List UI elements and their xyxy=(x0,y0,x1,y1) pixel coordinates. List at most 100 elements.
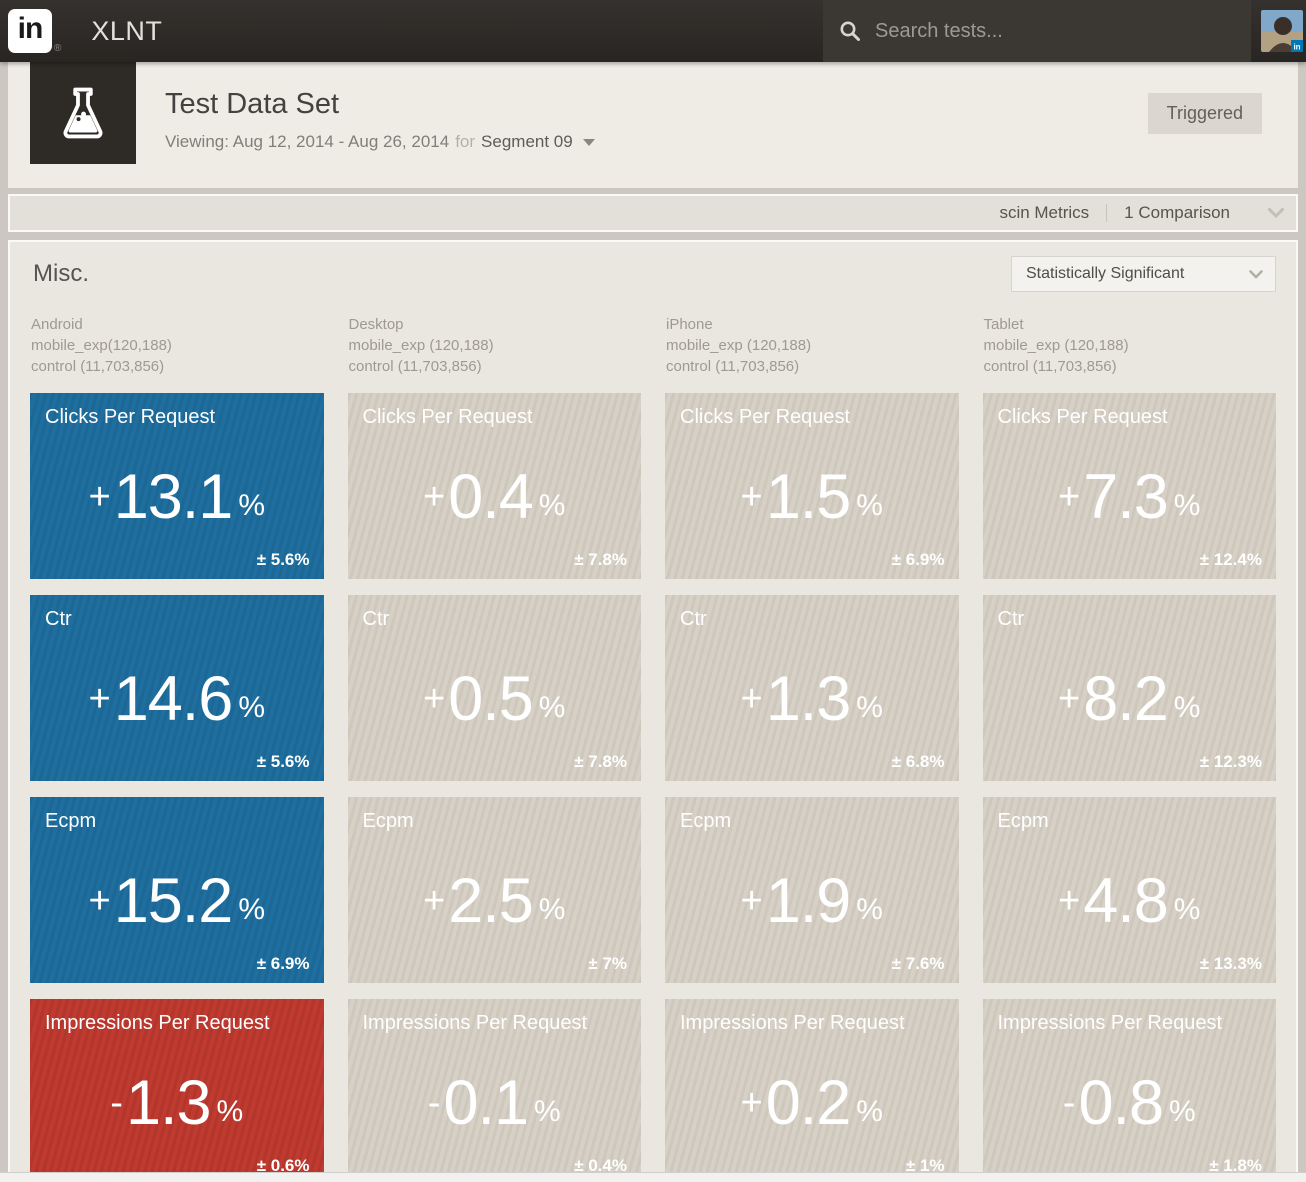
value-percent: % xyxy=(856,1095,883,1128)
value-sign: + xyxy=(740,678,763,720)
card-title: Ctr xyxy=(680,608,707,630)
value-sign: + xyxy=(423,880,446,922)
card-ctr-iphone[interactable]: Ctr +1.3% ± 6.8% xyxy=(665,595,959,781)
card-error-margin: ± 7% xyxy=(588,954,627,973)
bottom-scrollbar-track[interactable] xyxy=(0,1172,1306,1182)
card-impressions-per-request-tablet[interactable]: Impressions Per Request -0.8% ± 1.8% xyxy=(982,999,1277,1182)
section-title: Misc. xyxy=(33,260,89,287)
card-title: Ecpm xyxy=(45,810,97,832)
dropdown-chevron-icon xyxy=(1249,269,1263,279)
card-title: Ecpm xyxy=(997,810,1049,832)
metrics-count-label: scin Metrics xyxy=(999,203,1090,222)
value-number: 8.2 xyxy=(1083,663,1169,734)
card-value: +1.5% xyxy=(665,415,959,579)
card-value: +4.8% xyxy=(983,819,1277,983)
card-clicks-per-request-tablet[interactable]: Clicks Per Request +7.3% ± 12.4% xyxy=(982,393,1276,579)
value-number: 0.1 xyxy=(443,1067,529,1138)
card-ctr-desktop[interactable]: Ctr +0.5% ± 7.8% xyxy=(347,595,641,781)
value-percent: % xyxy=(238,893,265,926)
card-ecpm-tablet[interactable]: Ecpm +4.8% ± 13.3% xyxy=(982,797,1277,983)
card-ecpm-iphone[interactable]: Ecpm +1.9% ± 7.6% xyxy=(665,797,959,983)
card-value: -0.8% xyxy=(983,1021,1277,1182)
column-name: Desktop xyxy=(348,316,404,333)
search-input[interactable] xyxy=(875,19,1235,43)
column-control: control (11,703,856) xyxy=(31,358,165,375)
column-header-iphone: iPhone mobile_exp (120,188) control (11,… xyxy=(665,314,959,377)
value-sign: + xyxy=(740,1082,763,1124)
triggered-status-button[interactable]: Triggered xyxy=(1147,93,1262,134)
card-ctr-android[interactable]: Ctr +14.6% ± 5.6% xyxy=(30,595,324,781)
column-experiment: mobile_exp (120,188) xyxy=(348,337,494,354)
card-error-margin: ± 5.6% xyxy=(256,752,310,771)
value-percent: % xyxy=(856,691,883,724)
card-error-margin: ± 0.6% xyxy=(256,1156,310,1175)
segment-caret-icon[interactable] xyxy=(582,138,595,146)
card-title: Clicks Per Request xyxy=(997,406,1168,428)
value-sign: + xyxy=(1058,880,1081,922)
card-value: +0.4% xyxy=(348,415,642,579)
card-error-margin: ± 7.6% xyxy=(891,954,945,973)
card-impressions-per-request-desktop[interactable]: Impressions Per Request -0.1% ± 0.4% xyxy=(347,999,641,1182)
comparison-count-label: 1 Comparison xyxy=(1124,203,1230,222)
card-impressions-per-request-iphone[interactable]: Impressions Per Request +0.2% ± 1% xyxy=(665,999,959,1182)
value-number: 1.9 xyxy=(765,865,852,936)
card-clicks-per-request-android[interactable]: Clicks Per Request +13.1% ± 5.6% xyxy=(30,393,324,579)
column-control: control (11,703,856) xyxy=(666,358,800,375)
page-title: Test Data Set xyxy=(165,88,340,120)
column-header-desktop: Desktop mobile_exp (120,188) control (11… xyxy=(348,314,642,377)
value-number: 4.8 xyxy=(1083,865,1169,936)
value-number: 0.4 xyxy=(448,461,534,532)
value-percent: % xyxy=(216,1095,244,1128)
value-percent: % xyxy=(1173,489,1201,522)
card-ctr-tablet[interactable]: Ctr +8.2% ± 12.3% xyxy=(982,595,1276,781)
value-sign: + xyxy=(423,678,446,720)
value-sign: + xyxy=(740,880,763,922)
card-value: +15.2% xyxy=(30,819,324,983)
value-number: 0.2 xyxy=(765,1067,852,1138)
value-sign: - xyxy=(110,1082,123,1124)
card-title: Clicks Per Request xyxy=(362,406,533,428)
column-control: control (11,703,856) xyxy=(983,358,1117,375)
viewing-info: Viewing: Aug 12, 2014 - Aug 26, 2014 for… xyxy=(165,132,1298,152)
column-experiment: mobile_exp (120,188) xyxy=(983,337,1129,354)
value-sign: + xyxy=(88,476,111,518)
linkedin-logo-icon[interactable]: in xyxy=(8,9,52,53)
app-brand[interactable]: XLNT xyxy=(91,15,163,46)
card-error-margin: ± 12.4% xyxy=(1199,550,1262,569)
card-clicks-per-request-iphone[interactable]: Clicks Per Request +1.5% ± 6.9% xyxy=(665,393,959,579)
column-experiment: mobile_exp (120,188) xyxy=(666,337,812,354)
test-header: Test Data Set Viewing: Aug 12, 2014 - Au… xyxy=(8,62,1298,188)
card-title: Impressions Per Request xyxy=(997,1012,1223,1034)
value-sign: + xyxy=(423,476,446,518)
flask-icon xyxy=(30,62,136,164)
metrics-comparison-bar[interactable]: scin Metrics 1 Comparison xyxy=(8,194,1298,232)
card-clicks-per-request-desktop[interactable]: Clicks Per Request +0.4% ± 7.8% xyxy=(347,393,642,579)
card-ecpm-android[interactable]: Ecpm +15.2% ± 6.9% xyxy=(30,797,324,983)
card-title: Clicks Per Request xyxy=(45,406,216,428)
card-title: Ctr xyxy=(45,608,72,630)
expand-chevron-icon[interactable] xyxy=(1268,208,1284,218)
filter-selected-value: Statistically Significant xyxy=(1026,265,1185,282)
value-sign: + xyxy=(88,880,111,922)
card-value: +14.6% xyxy=(30,617,324,781)
value-number: 15.2 xyxy=(113,865,234,936)
card-error-margin: ± 7.8% xyxy=(574,550,627,569)
column-name: iPhone xyxy=(666,316,713,333)
card-error-margin: ± 13.3% xyxy=(1199,954,1262,973)
value-number: 0.8 xyxy=(1078,1067,1164,1138)
column-header-tablet: Tablet mobile_exp (120,188) control (11,… xyxy=(983,314,1277,377)
value-number: 1.3 xyxy=(125,1067,212,1138)
card-title: Ecpm xyxy=(680,810,732,832)
search-box[interactable] xyxy=(823,0,1251,62)
segment-selector[interactable]: Segment 09 xyxy=(481,132,573,151)
divider xyxy=(1106,204,1108,222)
significance-filter-dropdown[interactable]: Statistically Significant xyxy=(1011,256,1276,292)
value-percent: % xyxy=(1173,893,1201,926)
card-title: Ctr xyxy=(362,608,390,630)
value-number: 0.5 xyxy=(448,663,534,734)
card-impressions-per-request-android[interactable]: Impressions Per Request -1.3% ± 0.6% xyxy=(30,999,324,1182)
card-ecpm-desktop[interactable]: Ecpm +2.5% ± 7% xyxy=(347,797,641,983)
card-error-margin: ± 6.9% xyxy=(891,550,945,569)
avatar[interactable]: in xyxy=(1261,10,1303,52)
